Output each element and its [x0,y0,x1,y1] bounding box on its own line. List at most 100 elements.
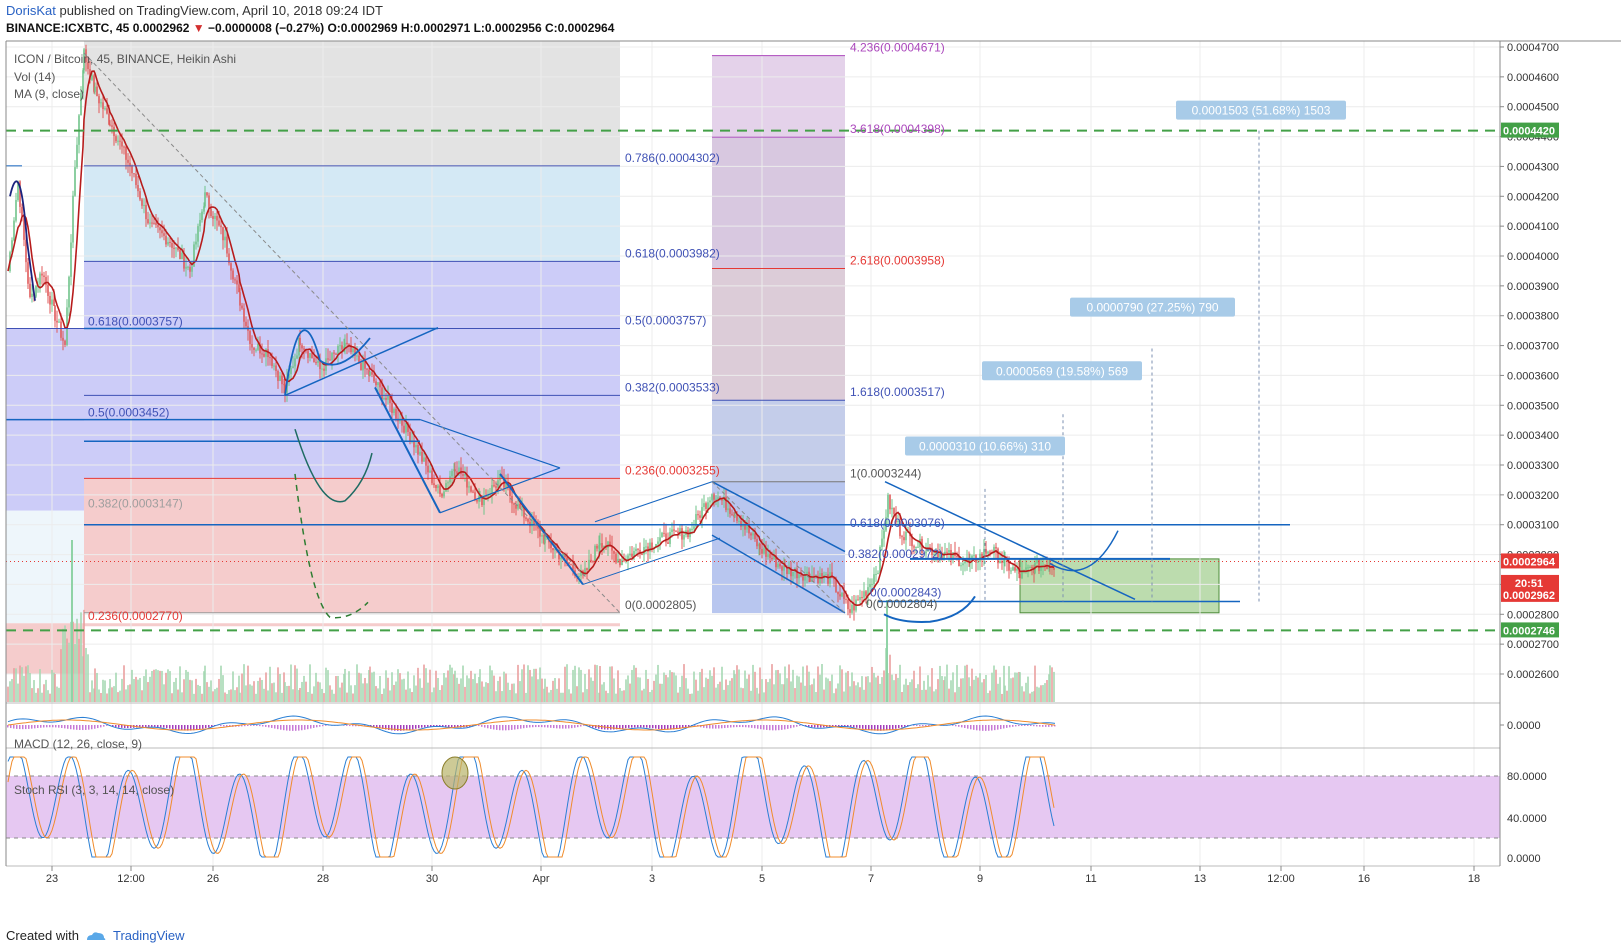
candle-body [629,553,631,556]
candle-body [611,545,613,551]
volume-bar [269,666,271,702]
candle-body [833,577,835,580]
volume-bar [356,664,358,702]
author-link[interactable]: DorisKat [6,3,56,18]
volume-bar [263,688,265,702]
macd-histogram-bar [277,725,279,730]
candle-body [263,353,265,357]
volume-bar [109,679,111,702]
volume-bar [521,669,523,702]
macd-histogram-bar [556,725,558,729]
volume-bar [958,686,960,702]
volume-bar [208,686,210,702]
macd-histogram-bar [811,725,813,728]
volume-bar [479,669,481,702]
candle-body [191,266,193,272]
tradingview-link[interactable]: TradingView [112,928,185,943]
volume-bar [241,673,243,702]
macd-histogram-bar [139,725,141,728]
macd-histogram-bar [718,725,720,729]
time-tick-label: 13 [1194,873,1206,885]
volume-bar [431,692,433,702]
candle-body [493,485,495,487]
macd-histogram-bar [382,725,384,729]
candle-body [460,467,462,475]
candle-body [779,563,781,567]
price-tick-label: 0.0003300 [1507,460,1559,472]
candle-body [939,552,941,558]
macd-histogram-bar [745,725,747,728]
candle-body [879,546,881,574]
macd-histogram-bar [352,725,354,727]
triangle-bottom [439,467,561,514]
volume-bar [183,679,185,702]
candle-body [51,299,53,305]
macd-histogram-bar [268,725,270,728]
volume-bar [1040,685,1042,702]
candle-body [917,546,919,548]
macd-histogram-bar [115,725,117,728]
macd-histogram-bar [919,725,921,727]
volume-bar [653,680,655,702]
macd-histogram-bar [619,725,621,729]
candle-body [729,508,731,514]
macd-histogram-bar [769,725,771,731]
measure-label: 0.0000790 (27.25%) 790 [1086,301,1218,315]
candle-body [68,276,70,308]
candle-body [159,227,161,231]
macd-histogram-bar [151,725,153,727]
candle-body [429,470,431,473]
fib-trend-line-2 [711,481,846,614]
ext-zone-3 [712,268,845,401]
volume-bar [39,669,41,702]
publish-line: DorisKat published on TradingView.com, A… [6,3,383,18]
candle-body [769,553,771,558]
volume-bar [685,678,687,702]
macd-histogram-bar [613,725,615,730]
macd-histogram-bar [259,725,261,727]
volume-bar [153,669,155,702]
volume-bar [125,689,127,702]
candle-body [108,113,110,125]
volume-bar [1036,686,1038,702]
volume-bar [919,666,921,702]
candle-body [839,594,841,597]
volume-bar [937,679,939,702]
volume-bar [781,684,783,702]
volume-bar [369,666,371,702]
candle-body [701,507,703,518]
candle-body [641,554,643,556]
candle-body [350,344,352,353]
candle-body [35,285,37,297]
macd-histogram-bar [991,725,993,731]
volume-bar [742,688,744,702]
macd-histogram-bar [868,725,870,730]
volume-bar [603,682,605,702]
macd-histogram-bar [973,725,975,730]
volume-bar [935,689,937,702]
candle-body [983,549,985,558]
candle-body [185,266,187,269]
candle-body [999,561,1001,564]
candle-body [944,551,946,554]
volume-bar [230,689,232,702]
volume-bar [31,688,33,702]
volume-bar [763,692,765,702]
macd-histogram-bar [580,725,582,727]
candle-body [284,384,286,393]
volume-bar [829,681,831,702]
candle-body [744,525,746,530]
macd-histogram-bar [1024,725,1026,726]
candle-body [877,573,879,575]
candle-body [348,344,350,346]
volume-bar [995,669,997,702]
volume-bar [619,688,621,702]
candle-body [389,395,391,404]
candle-body [106,108,108,114]
candle-body [683,535,685,540]
volume-bar [596,665,598,702]
candle-body [210,208,212,217]
volume-bar [375,686,377,702]
volume-bar [615,693,617,702]
